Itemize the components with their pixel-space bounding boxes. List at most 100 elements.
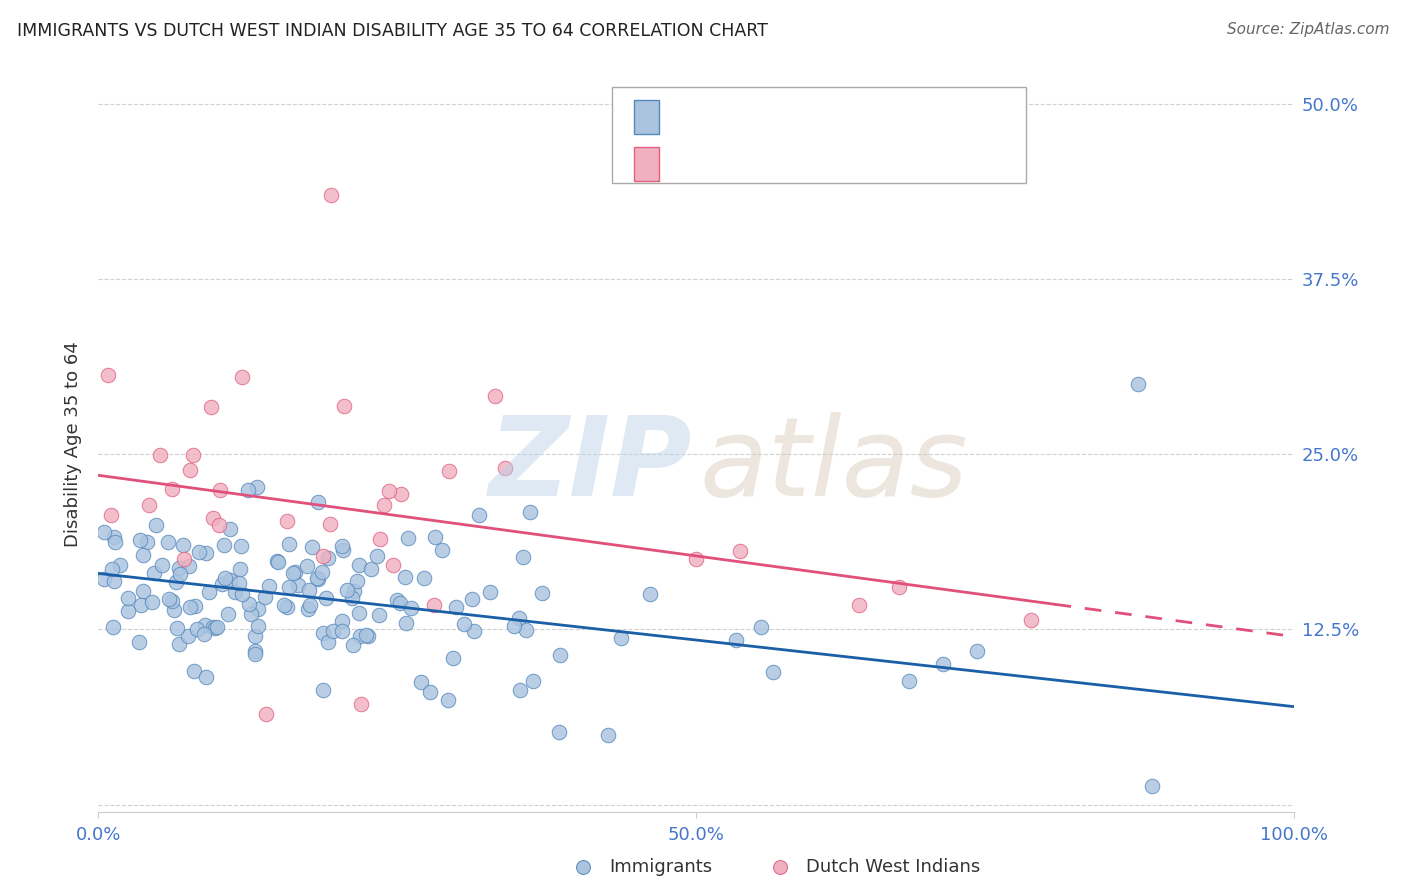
Point [444,599,467,614]
Point [343,583,366,598]
Point [298,598,321,612]
Point [205,619,228,633]
Point [211,576,233,591]
Point [231,587,253,601]
Point [349,558,371,573]
Point [848,598,870,612]
Point [276,514,298,528]
Point [101,562,124,576]
Point [97,368,120,383]
Point [503,618,526,632]
Point [184,599,207,614]
Text: R =: R = [673,108,713,127]
Point [354,628,377,642]
Text: atlas: atlas [700,412,969,519]
Point [254,706,277,721]
Point [463,624,485,639]
Point [163,603,186,617]
Point [236,483,259,498]
Point [224,585,246,599]
Point [453,616,475,631]
Point [373,498,395,512]
Point [685,552,707,566]
Point [117,604,139,618]
Point [247,602,270,616]
Point [311,549,333,564]
Text: N =: N = [818,108,858,127]
Point [132,583,155,598]
Point [100,508,122,523]
Point [439,465,461,479]
Point [179,600,201,615]
Point [347,606,370,620]
Point [145,518,167,533]
Point [93,524,115,539]
Point [281,566,304,580]
Point [238,597,260,611]
Point [117,591,139,606]
Text: IMMIGRANTS VS DUTCH WEST INDIAN DISABILITY AGE 35 TO 64 CORRELATION CHART: IMMIGRANTS VS DUTCH WEST INDIAN DISABILI… [17,22,768,40]
Point [349,629,371,643]
Point [181,448,204,462]
Point [246,619,269,633]
Point [399,601,422,615]
Point [385,593,408,607]
Point [725,633,748,648]
Point [509,682,531,697]
Point [103,620,125,634]
Point [1128,377,1150,392]
Point [276,599,298,614]
Point [508,611,530,625]
Point [93,572,115,586]
Point [169,638,191,652]
Point [128,533,150,547]
Text: Immigrants: Immigrants [609,858,711,876]
Point [287,578,309,592]
Point [162,594,184,608]
Y-axis label: Disability Age 35 to 64: Disability Age 35 to 64 [65,341,83,547]
Point [301,541,323,555]
Point [437,693,460,707]
Text: ZIP: ZIP [489,412,692,519]
Point [284,566,307,580]
Point [194,617,217,632]
Point [307,495,329,509]
Point [368,532,391,546]
Point [179,463,201,477]
Point [598,728,620,742]
Point [278,536,301,550]
Point [267,555,290,569]
Point [143,566,166,581]
Point [966,643,988,657]
Point [360,562,382,576]
Point [201,511,224,525]
Point [550,648,572,662]
Point [394,570,416,584]
Point [128,635,150,649]
Point [494,461,516,475]
Point [412,571,434,585]
Point [172,538,194,552]
Point [195,670,218,684]
Point [195,546,218,560]
Point [330,624,353,639]
Point [530,586,553,600]
Point [547,725,569,739]
Point [149,448,172,462]
Point [103,574,125,589]
Point [104,534,127,549]
Point [368,607,391,622]
Point [141,595,163,609]
Point [382,558,405,572]
Point [728,544,751,558]
Point [150,558,173,572]
Point [422,599,444,613]
Point [295,559,318,574]
Point [204,621,226,635]
Point [468,508,491,522]
Text: Dutch West Indians: Dutch West Indians [806,858,980,876]
Point [1019,613,1042,627]
Point [243,643,266,657]
Point [208,518,231,533]
Point [321,188,343,202]
